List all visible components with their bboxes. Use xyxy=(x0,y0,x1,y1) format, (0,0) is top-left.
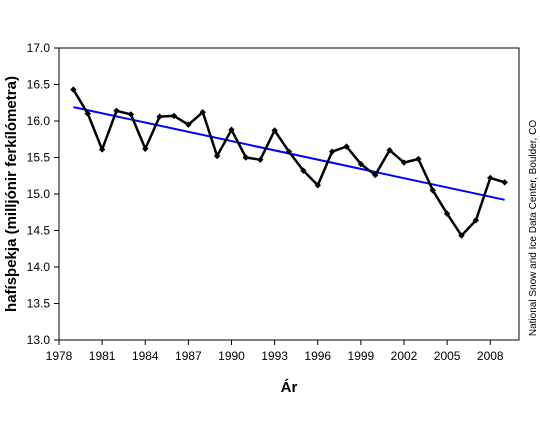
y-tick-label: 13.5 xyxy=(27,297,51,311)
data-point xyxy=(213,152,221,160)
data-point xyxy=(285,148,293,155)
y-axis-title: hafísþekja (milljónir ferkílómetra) xyxy=(3,76,20,312)
y-tick-label: 17.0 xyxy=(27,41,51,55)
data-point xyxy=(501,179,508,186)
y-tick-label: 16.5 xyxy=(27,78,51,92)
data-point xyxy=(429,187,436,194)
x-tick-label: 1984 xyxy=(132,349,159,363)
data-point xyxy=(357,160,365,168)
x-tick-label: 1978 xyxy=(46,349,73,363)
data-point xyxy=(271,127,278,134)
data-point xyxy=(487,174,494,182)
x-tick-label: 1996 xyxy=(304,349,331,363)
data-point xyxy=(443,210,451,217)
data-point xyxy=(170,112,178,120)
x-tick-label: 1993 xyxy=(261,349,288,363)
y-tick-label: 15.0 xyxy=(27,187,51,201)
data-point xyxy=(328,148,336,155)
data-point xyxy=(300,167,307,174)
y-axis-ticks: 13.0 13.5 14.0 14.5 15.0 15.5 16.0 16.5 17.0 xyxy=(27,41,59,347)
x-tick-label: 1987 xyxy=(175,349,202,363)
y-tick-label: 15.5 xyxy=(27,151,51,165)
data-point xyxy=(199,109,206,116)
x-tick-label: 1999 xyxy=(348,349,375,363)
data-point xyxy=(386,147,393,154)
data-point xyxy=(343,143,350,150)
y-tick-label: 14.0 xyxy=(27,260,51,274)
data-point xyxy=(127,111,135,118)
data-point xyxy=(142,145,149,152)
data-point xyxy=(84,110,91,117)
x-axis-ticks: 1978 1981 1984 1987 1990 1993 1996 1999 2002 2005… xyxy=(46,340,504,363)
y-tick-label: 13.0 xyxy=(27,333,51,347)
data-point xyxy=(400,159,408,166)
data-point xyxy=(228,126,235,133)
x-tick-label: 2008 xyxy=(477,349,504,363)
data-point xyxy=(185,121,192,128)
x-axis-title: Ár xyxy=(281,379,298,396)
data-point xyxy=(156,113,163,120)
data-point xyxy=(70,86,77,93)
data-point xyxy=(458,232,465,239)
data-point xyxy=(257,156,264,163)
series-layer xyxy=(70,86,508,239)
data-point xyxy=(242,154,250,161)
y-tick-label: 16.0 xyxy=(27,114,51,128)
x-tick-label: 2002 xyxy=(391,349,418,363)
y-tick-label: 14.5 xyxy=(27,224,51,238)
data-point xyxy=(372,171,379,179)
source-credit: National Snow and Ice Data Center, Bould… xyxy=(528,120,539,336)
data-point xyxy=(472,217,480,224)
x-tick-label: 1981 xyxy=(89,349,116,363)
plot-area xyxy=(58,47,520,341)
data-point xyxy=(415,155,422,163)
data-point xyxy=(314,182,321,189)
data-point xyxy=(113,107,120,114)
x-tick-label: 1990 xyxy=(218,349,245,363)
x-tick-label: 2005 xyxy=(434,349,461,363)
data-point xyxy=(98,146,106,153)
